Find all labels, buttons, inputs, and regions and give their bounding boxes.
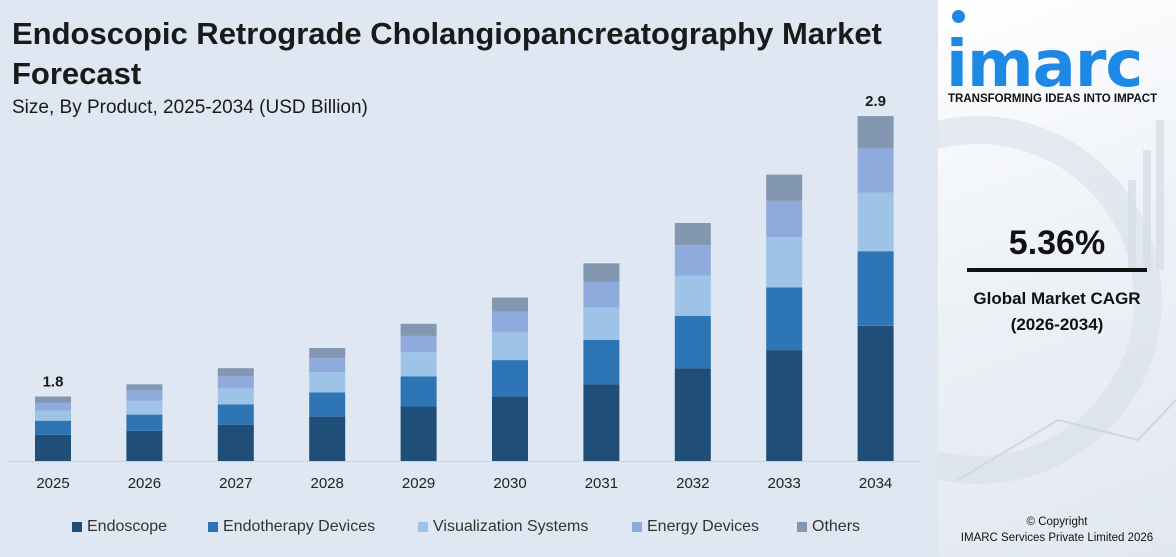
bar-segment-2030-1: [492, 360, 528, 397]
bar-segment-2028-0: [309, 416, 346, 461]
legend-swatch-4: [797, 522, 807, 532]
bar-segment-2025-0: [35, 434, 71, 461]
x-tick-label-2026: 2026: [128, 475, 161, 492]
legend-swatch-1: [208, 522, 218, 532]
x-tick-label-2029: 2029: [402, 475, 435, 492]
bar-segment-2031-3: [583, 281, 620, 308]
legend-label-4: Others: [812, 518, 861, 535]
bar-segment-2025-2: [35, 410, 71, 421]
bar-segment-2034-1: [857, 251, 894, 326]
legend-item-1: Endotherapy Devices: [208, 518, 375, 536]
bar-segment-2027-2: [217, 388, 254, 405]
legend-label-2: Visualization Systems: [433, 518, 589, 535]
bar-segment-2031-4: [583, 263, 620, 282]
bar-segment-2030-2: [492, 331, 528, 361]
x-tick-label-2033: 2033: [768, 475, 801, 492]
bar-segment-2032-1: [674, 315, 711, 369]
copyright-line-2: IMARC Services Private Limited 2026: [960, 532, 1154, 544]
bar-segment-2030-4: [492, 297, 528, 312]
bar-segment-2026-3: [126, 390, 163, 401]
bar-segment-2032-4: [674, 223, 711, 246]
x-tick-label-2028: 2028: [311, 475, 344, 492]
bar-segment-2033-4: [766, 174, 803, 201]
bar-segment-2027-3: [217, 376, 254, 389]
bar-segment-2029-3: [400, 335, 437, 352]
bar-segment-2029-2: [400, 352, 437, 377]
bar-segment-2029-4: [400, 323, 437, 336]
value-label-2025: 1.8: [43, 374, 64, 391]
bar-segment-2032-2: [674, 275, 711, 316]
brand-logo: imarc: [946, 28, 1143, 102]
bar-segment-2028-4: [309, 348, 346, 359]
copyright-line-1: © Copyright: [1026, 516, 1088, 528]
bar-segment-2026-1: [126, 414, 163, 431]
chart-legend: Endoscope Endotherapy Devices Visualizatio…: [0, 518, 938, 542]
legend-label-0: Endoscope: [87, 518, 168, 535]
bar-segment-2026-2: [126, 400, 163, 415]
bar-segment-2033-1: [766, 287, 803, 350]
bar-segment-2026-0: [126, 430, 163, 461]
legend-swatch-2: [418, 522, 428, 532]
x-tick-label-2032: 2032: [676, 475, 709, 492]
bar-segment-2026-4: [126, 384, 163, 391]
logo-dot-icon: [952, 10, 965, 23]
legend-item-0: Endoscope: [72, 518, 167, 536]
bar-segment-2031-2: [583, 307, 620, 340]
cagr-divider: [967, 268, 1147, 272]
brand-tagline: TRANSFORMING IDEAS INTO IMPACT: [948, 93, 1158, 105]
bar-segment-2034-4: [857, 116, 894, 149]
x-tick-label-2031: 2031: [585, 475, 618, 492]
legend-item-4: Others: [797, 518, 860, 536]
bar-segment-2027-1: [217, 404, 254, 425]
cagr-period: (2026-2034): [1010, 315, 1104, 334]
legend-item-3: Energy Devices: [632, 518, 759, 536]
bar-segment-2031-1: [583, 340, 620, 385]
bar-segment-2028-3: [309, 358, 346, 373]
bar-segment-2027-0: [217, 424, 254, 461]
labels-layer: 2025 2026 2027 2028 2029 2030 2031 2032 2033 2034…: [36, 93, 892, 492]
side-panel: imarc TRANSFORMING IDEAS INTO IMPACT 5.3…: [938, 0, 1176, 557]
bar-segment-2027-4: [217, 368, 254, 377]
bar-segment-2025-3: [35, 402, 71, 411]
bar-segment-2033-3: [766, 200, 803, 238]
bar-segment-2034-2: [857, 192, 894, 252]
bar-segment-2030-3: [492, 311, 528, 332]
legend-label-1: Endotherapy Devices: [223, 518, 376, 535]
chart-panel: Endoscopic Retrograde Cholangiopancreato…: [0, 0, 938, 557]
bar-segment-2028-2: [309, 372, 346, 393]
bars-layer: [35, 116, 894, 461]
cagr-label-block: Global Market CAGR (2026-2034): [938, 286, 1176, 338]
stacked-bar-chart: 2025 2026 2027 2028 2029 2030 2031 2032 2033 2034…: [8, 93, 920, 492]
decorative-background: [938, 116, 1176, 484]
bar-segment-2029-1: [400, 376, 437, 407]
legend-swatch-0: [72, 522, 82, 532]
bar-segment-2033-2: [766, 237, 803, 288]
bar-segment-2030-0: [492, 396, 528, 461]
x-tick-label-2030: 2030: [493, 475, 526, 492]
bar-segment-2032-0: [674, 368, 711, 461]
legend-swatch-3: [632, 522, 642, 532]
bar-segment-2034-3: [857, 148, 894, 193]
copyright-block: © Copyright IMARC Services Private Limit…: [938, 514, 1176, 546]
bar-segment-2028-1: [309, 392, 346, 417]
chart-subtitle: Size, By Product, 2025-2034 (USD Billion…: [12, 97, 368, 118]
cagr-value: 5.36%: [1008, 224, 1106, 262]
legend-item-2: Visualization Systems: [418, 518, 588, 536]
bar-segment-2029-0: [400, 406, 437, 461]
chart-title: Endoscopic Retrograde Cholangiopancreato…: [12, 16, 882, 91]
bar-segment-2033-0: [766, 350, 803, 461]
legend-label-3: Energy Devices: [647, 518, 760, 535]
bar-segment-2032-3: [674, 245, 711, 276]
bar-segment-2034-0: [857, 325, 894, 461]
bar-segment-2031-0: [583, 384, 620, 461]
x-tick-label-2034: 2034: [859, 475, 892, 492]
bar-segment-2025-1: [35, 420, 71, 435]
bar-segment-2025-4: [35, 396, 71, 403]
x-tick-label-2025: 2025: [36, 475, 69, 492]
x-tick-label-2027: 2027: [219, 475, 252, 492]
cagr-label: Global Market CAGR: [973, 289, 1141, 308]
value-label-2034: 2.9: [865, 93, 886, 110]
